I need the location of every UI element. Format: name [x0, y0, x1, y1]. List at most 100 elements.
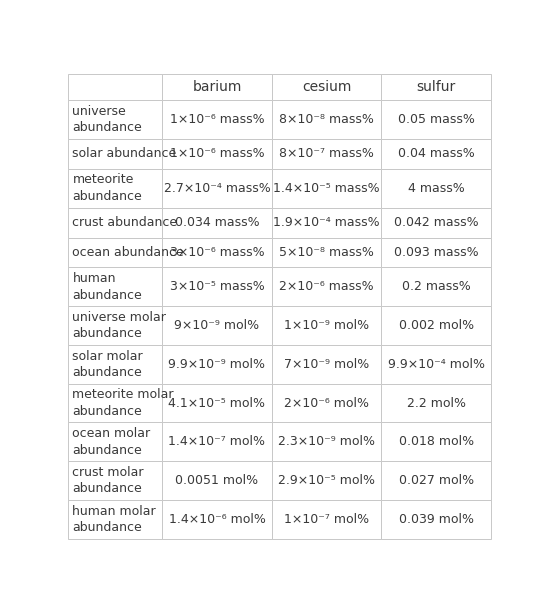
Text: 9.9×10⁻⁴ mol%: 9.9×10⁻⁴ mol%	[388, 358, 485, 371]
Text: 1.4×10⁻⁶ mol%: 1.4×10⁻⁶ mol%	[169, 513, 265, 526]
Bar	[272, 75, 382, 100]
Bar	[162, 100, 272, 139]
Bar	[272, 169, 382, 208]
Bar	[162, 422, 272, 461]
Text: 0.093 mass%: 0.093 mass%	[394, 246, 479, 259]
Text: solar molar
abundance: solar molar abundance	[73, 350, 143, 379]
Bar	[381, 237, 491, 268]
Text: 0.04 mass%: 0.04 mass%	[398, 148, 475, 160]
Bar	[381, 306, 491, 345]
Text: 0.05 mass%: 0.05 mass%	[398, 113, 475, 126]
Bar	[272, 461, 382, 500]
Bar	[162, 345, 272, 384]
Text: 3×10⁻⁵ mass%: 3×10⁻⁵ mass%	[170, 280, 264, 293]
Text: 2×10⁻⁶ mass%: 2×10⁻⁶ mass%	[279, 280, 374, 293]
Bar	[272, 237, 382, 268]
Bar	[162, 75, 272, 100]
Text: ocean molar
abundance: ocean molar abundance	[73, 427, 151, 456]
Text: 1×10⁻⁶ mass%: 1×10⁻⁶ mass%	[170, 148, 264, 160]
Text: 2.7×10⁻⁴ mass%: 2.7×10⁻⁴ mass%	[164, 181, 270, 195]
Text: 7×10⁻⁹ mol%: 7×10⁻⁹ mol%	[284, 358, 369, 371]
Bar	[381, 461, 491, 500]
Bar	[162, 139, 272, 169]
Bar	[272, 100, 382, 139]
Text: 2.2 mol%: 2.2 mol%	[407, 396, 466, 410]
Bar	[68, 237, 162, 268]
Text: 1×10⁻⁹ mol%: 1×10⁻⁹ mol%	[284, 319, 369, 332]
Text: 0.039 mol%: 0.039 mol%	[399, 513, 474, 526]
Bar	[162, 268, 272, 306]
Bar	[381, 268, 491, 306]
Text: 0.042 mass%: 0.042 mass%	[394, 216, 479, 229]
Bar	[162, 384, 272, 422]
Bar	[68, 461, 162, 500]
Text: solar abundance: solar abundance	[73, 148, 177, 160]
Text: 2×10⁻⁶ mol%: 2×10⁻⁶ mol%	[284, 396, 369, 410]
Bar	[272, 384, 382, 422]
Bar	[272, 500, 382, 538]
Bar	[162, 208, 272, 237]
Bar	[68, 169, 162, 208]
Text: 4 mass%: 4 mass%	[408, 181, 465, 195]
Text: 9×10⁻⁹ mol%: 9×10⁻⁹ mol%	[174, 319, 259, 332]
Text: barium: barium	[192, 80, 242, 94]
Text: ocean abundance: ocean abundance	[73, 246, 184, 259]
Bar	[68, 268, 162, 306]
Bar	[68, 422, 162, 461]
Bar	[68, 139, 162, 169]
Bar	[381, 500, 491, 538]
Text: human molar
abundance: human molar abundance	[73, 504, 156, 534]
Bar	[272, 306, 382, 345]
Text: 1.9×10⁻⁴ mass%: 1.9×10⁻⁴ mass%	[273, 216, 380, 229]
Bar	[162, 500, 272, 538]
Text: 0.2 mass%: 0.2 mass%	[402, 280, 471, 293]
Bar	[272, 208, 382, 237]
Text: 2.3×10⁻⁹ mol%: 2.3×10⁻⁹ mol%	[278, 435, 375, 449]
Text: crust abundance: crust abundance	[73, 216, 177, 229]
Text: universe
abundance: universe abundance	[73, 105, 142, 134]
Bar	[381, 208, 491, 237]
Bar	[381, 139, 491, 169]
Text: 8×10⁻⁸ mass%: 8×10⁻⁸ mass%	[279, 113, 374, 126]
Text: 1.4×10⁻⁵ mass%: 1.4×10⁻⁵ mass%	[273, 181, 380, 195]
Bar	[68, 75, 162, 100]
Text: 9.9×10⁻⁹ mol%: 9.9×10⁻⁹ mol%	[169, 358, 265, 371]
Text: 0.027 mol%: 0.027 mol%	[399, 474, 474, 487]
Bar	[162, 169, 272, 208]
Text: 3×10⁻⁶ mass%: 3×10⁻⁶ mass%	[170, 246, 264, 259]
Bar	[272, 139, 382, 169]
Bar	[68, 100, 162, 139]
Bar	[381, 345, 491, 384]
Text: 0.002 mol%: 0.002 mol%	[399, 319, 474, 332]
Bar	[68, 500, 162, 538]
Text: 0.034 mass%: 0.034 mass%	[175, 216, 259, 229]
Bar	[162, 237, 272, 268]
Text: 0.018 mol%: 0.018 mol%	[399, 435, 474, 449]
Bar	[381, 384, 491, 422]
Text: 1×10⁻⁷ mol%: 1×10⁻⁷ mol%	[284, 513, 369, 526]
Text: meteorite
abundance: meteorite abundance	[73, 174, 142, 203]
Bar	[272, 422, 382, 461]
Bar	[68, 345, 162, 384]
Text: human
abundance: human abundance	[73, 272, 142, 302]
Text: 1×10⁻⁶ mass%: 1×10⁻⁶ mass%	[170, 113, 264, 126]
Text: crust molar
abundance: crust molar abundance	[73, 466, 144, 495]
Text: 4.1×10⁻⁵ mol%: 4.1×10⁻⁵ mol%	[169, 396, 265, 410]
Text: meteorite molar
abundance: meteorite molar abundance	[73, 388, 174, 418]
Bar	[381, 75, 491, 100]
Bar	[381, 100, 491, 139]
Text: sulfur: sulfur	[417, 80, 456, 94]
Text: 1.4×10⁻⁷ mol%: 1.4×10⁻⁷ mol%	[169, 435, 265, 449]
Bar	[272, 345, 382, 384]
Bar	[272, 268, 382, 306]
Text: universe molar
abundance: universe molar abundance	[73, 311, 167, 341]
Text: 8×10⁻⁷ mass%: 8×10⁻⁷ mass%	[279, 148, 374, 160]
Bar	[162, 461, 272, 500]
Bar	[68, 306, 162, 345]
Text: 0.0051 mol%: 0.0051 mol%	[175, 474, 259, 487]
Text: 2.9×10⁻⁵ mol%: 2.9×10⁻⁵ mol%	[278, 474, 375, 487]
Bar	[68, 208, 162, 237]
Bar	[162, 306, 272, 345]
Bar	[381, 422, 491, 461]
Bar	[381, 169, 491, 208]
